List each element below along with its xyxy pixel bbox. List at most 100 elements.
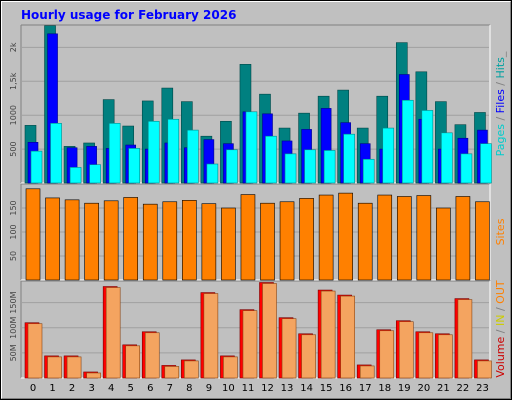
bar-hits [284, 153, 297, 184]
bar-hits [382, 127, 395, 184]
bar-hits [206, 163, 219, 184]
legend-entry: Sites [494, 218, 507, 245]
bar-hits [128, 148, 141, 184]
bar-volume-out [457, 299, 473, 379]
bar-sites [221, 207, 236, 281]
x-tick-label: 20 [417, 383, 430, 394]
x-tick-label: 7 [167, 383, 173, 394]
bar-volume-out [66, 356, 82, 379]
bar-volume-out [27, 323, 43, 379]
bar-sites [103, 200, 119, 281]
bar-hits [69, 167, 82, 184]
bar-volume-out [320, 290, 336, 379]
legend-entry: / [494, 326, 507, 337]
legend-entry: / [494, 304, 507, 315]
bar-hits [323, 150, 336, 184]
bar-volume-out [105, 287, 121, 379]
bar-hits [50, 123, 62, 184]
chart-title: Hourly usage for February 2026 [21, 8, 237, 22]
bar-hits [362, 158, 375, 184]
bar-sites [182, 200, 197, 281]
bar-sites [260, 202, 275, 281]
bar-sites [357, 202, 373, 281]
bar-sites [45, 197, 60, 281]
bar-volume-out [203, 293, 219, 379]
bar-volume-out [86, 372, 101, 379]
bar-sites [240, 194, 256, 281]
bar-volume-out [184, 360, 199, 379]
bar-sites [279, 201, 295, 281]
bar-volume-out [262, 283, 277, 379]
bar-sites [84, 202, 99, 281]
bar-volume-out [242, 310, 258, 379]
bar-volume-out [398, 321, 414, 379]
bar-sites [377, 194, 393, 281]
y-tick-label: 500 [9, 141, 18, 156]
bar-volume-out [223, 356, 238, 379]
bar-hits [30, 150, 43, 184]
bar-hits [167, 118, 180, 184]
legend-bottom: Volume / IN / OUT [494, 280, 507, 378]
bar-sites [436, 207, 451, 281]
bar-volume-out [125, 345, 141, 379]
x-tick-label: 22 [457, 383, 470, 394]
x-tick-label: 16 [339, 383, 352, 394]
bar-hits [187, 129, 199, 184]
bar-hits [226, 149, 238, 184]
bar-sites [396, 196, 412, 281]
x-tick-label: 2 [69, 383, 75, 394]
x-tick-label: 17 [359, 383, 372, 394]
legend-entry: Files [494, 89, 507, 113]
bar-volume-out [418, 332, 434, 379]
bar-volume-out [477, 360, 492, 379]
x-tick-label: 11 [242, 383, 255, 394]
bar-sites [299, 198, 314, 281]
x-tick-label: 4 [108, 383, 114, 394]
bar-volume-out [438, 334, 453, 379]
bar-volume-out [340, 295, 355, 379]
bar-volume-out [164, 366, 180, 379]
bar-hits [89, 164, 101, 184]
bar-hits [265, 135, 277, 184]
y-tick-label: 1,5k [9, 72, 18, 90]
bar-sites [318, 194, 334, 281]
bar-sites [455, 196, 471, 281]
legend-entry: Volume [494, 336, 507, 377]
bar-volume-out [301, 334, 316, 379]
y-tick-label: 100 [9, 224, 18, 239]
bar-sites [201, 203, 217, 281]
legend-entry: / [494, 78, 507, 89]
x-tick-label: 5 [128, 383, 134, 394]
legend-middle: Sites [494, 218, 507, 245]
x-tick-label: 6 [147, 383, 153, 394]
y-tick-label: 1000 [9, 105, 18, 125]
legend-entry: OUT [494, 280, 507, 304]
x-tick-label: 23 [476, 383, 489, 394]
y-tick-label: 150M [9, 291, 18, 313]
bar-volume-out [144, 332, 160, 379]
x-tick-label: 19 [398, 383, 411, 394]
x-tick-label: 21 [437, 383, 450, 394]
bar-hits [480, 143, 492, 184]
x-tick-label: 0 [30, 383, 36, 394]
bar-hits [147, 120, 160, 184]
bar-sites [123, 197, 139, 281]
bar-hits [441, 132, 453, 184]
x-tick-label: 3 [88, 383, 94, 394]
bar-hits [304, 149, 316, 184]
x-tick-label: 9 [206, 383, 212, 394]
bar-volume-out [359, 365, 375, 379]
x-tick-label: 14 [300, 383, 313, 394]
bar-sites [162, 201, 178, 281]
legend-entry: IN [494, 315, 507, 326]
legend-entry: Hits [494, 57, 507, 79]
bar-sites [416, 195, 432, 281]
bar-hits [343, 133, 355, 184]
x-tick-label: 15 [320, 383, 333, 394]
bar-volume-out [47, 356, 62, 379]
bar-hits [401, 99, 414, 184]
bar-hits [245, 111, 258, 184]
bar-volume-out [379, 330, 395, 379]
